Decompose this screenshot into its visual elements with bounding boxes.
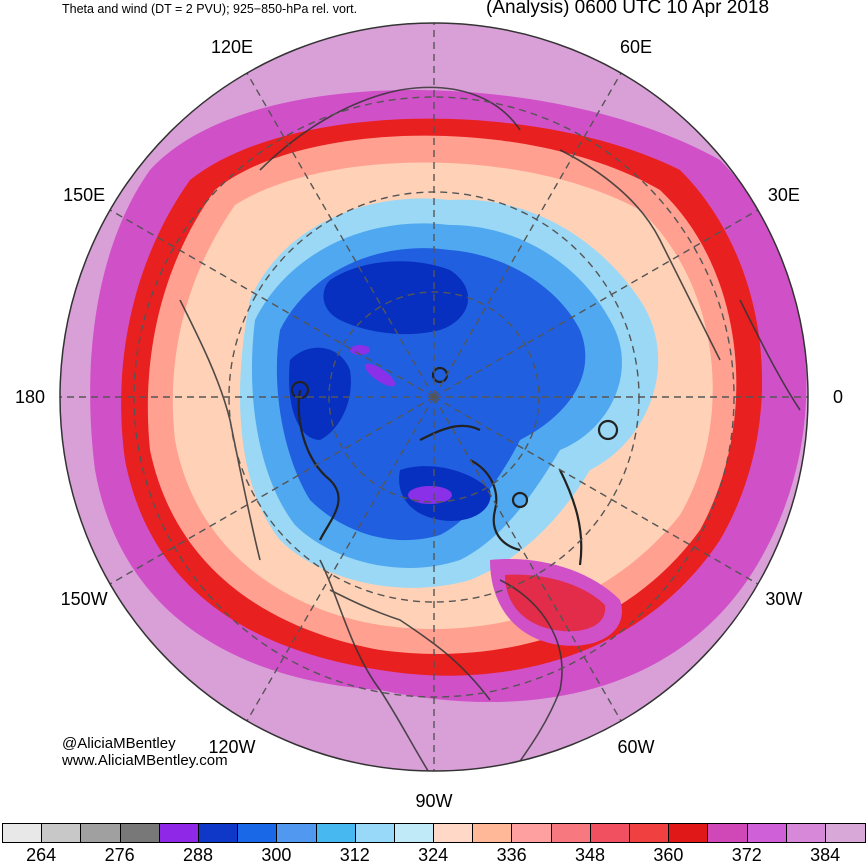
longitude-label: 150W <box>61 589 108 609</box>
colorbar: 264 276 288 300 312 324 336 348 360 372 384 <box>0 823 868 865</box>
contour-line <box>469 459 521 552</box>
colorbar-cell <box>355 824 395 842</box>
colorbar-tick-label: 276 <box>104 845 135 865</box>
colorbar-cell <box>473 824 513 842</box>
chart-subtitle: Theta and wind (DT = 2 PVU); 925−850-hPa… <box>62 2 358 16</box>
meridian-line <box>109 209 435 398</box>
colorbar-cell <box>747 824 787 842</box>
meridians <box>60 23 808 771</box>
colorbar-cell <box>708 824 748 842</box>
colorbar-tick-label: 360 <box>653 845 684 865</box>
longitude-label: 60W <box>617 737 654 757</box>
colorbar-cell <box>551 824 591 842</box>
meridian-line <box>433 396 622 722</box>
latitude-circle <box>328 291 540 503</box>
longitude-label: 180 <box>15 387 45 407</box>
coastline <box>319 559 441 771</box>
longitude-label: 30E <box>768 185 800 205</box>
meridian-line <box>433 72 622 398</box>
contour-line <box>511 491 529 509</box>
colorbar-tick-label: 348 <box>574 845 606 865</box>
colorbar-tick-label: 324 <box>418 845 449 865</box>
atlantic-red-patch <box>505 574 606 632</box>
coastline <box>329 589 491 701</box>
colorbar-tick-label: 264 <box>26 845 57 865</box>
colorbar-cell <box>198 824 239 842</box>
longitude-label: 150E <box>63 185 105 205</box>
meridian-line <box>246 72 435 398</box>
colorbar-tick-label: 300 <box>261 845 292 865</box>
violet-patch-north <box>350 345 370 355</box>
longitude-label: 60E <box>620 37 652 57</box>
colorbar-cell <box>825 824 866 842</box>
coastline <box>559 149 721 361</box>
contour-line <box>419 424 481 441</box>
colorbar-cell <box>159 824 199 842</box>
coastline <box>499 579 563 771</box>
colorbar-cell <box>394 824 435 842</box>
colorbar-tick-label: 336 <box>496 845 527 865</box>
colorbar-cell <box>316 824 356 842</box>
coastlines <box>179 86 801 771</box>
author-website: www.AliciaMBentley.com <box>62 752 228 769</box>
chart-title: (Analysis) 0600 UTC 10 Apr 2018 <box>486 0 770 18</box>
coastline <box>739 299 801 411</box>
violet-patch-south <box>408 486 452 504</box>
longitude-label: 0 <box>833 387 843 407</box>
longitude-labels: 90E 60E 30E 0 30W 60W 90W 120W 150W 180 150E 120E <box>15 0 843 811</box>
meridian-line <box>109 396 435 585</box>
colorbar-cell <box>786 824 826 842</box>
colorbar-cell <box>630 824 670 842</box>
vorticity-contours <box>290 366 619 566</box>
colorbar-tick-label: 384 <box>810 845 841 865</box>
contour-line <box>297 389 340 541</box>
contour-line <box>559 469 583 566</box>
longitude-label: 90E <box>418 0 450 3</box>
contour-line <box>597 419 619 441</box>
navy-patch-north <box>323 261 469 335</box>
colorbar-cell <box>669 824 709 842</box>
colorbar-cell <box>238 824 278 842</box>
author-handle: @AliciaMBentley <box>62 735 176 752</box>
map-border <box>59 22 809 772</box>
colorbar-cell <box>590 824 630 842</box>
longitude-label: 120W <box>208 737 255 757</box>
colorbar-cell <box>434 824 474 842</box>
colorbar-cell <box>120 824 160 842</box>
longitude-label: 90W <box>415 791 452 811</box>
polar-map: 90E 60E 30E 0 30W 60W 90W 120W 150W 180 150E 120E <box>15 0 843 811</box>
meridian-line <box>433 396 759 585</box>
colorbar-cell <box>512 824 552 842</box>
coastline <box>179 299 261 561</box>
coastline <box>259 86 521 171</box>
violet-patch-center <box>364 363 396 387</box>
colorbar-cell <box>81 824 121 842</box>
navy-patch-west <box>289 347 351 440</box>
colorbar-cell <box>3 824 43 842</box>
colorbar-tick-label: 288 <box>182 845 214 865</box>
colorbar-tick-label: 312 <box>339 845 370 865</box>
contour-line <box>290 380 310 400</box>
meridian-line <box>246 396 435 722</box>
meridian-line <box>433 209 759 398</box>
colorbar-cell <box>42 824 82 842</box>
longitude-label: 120E <box>211 37 253 57</box>
longitude-label: 30W <box>765 589 802 609</box>
colorbar-tick-label: 372 <box>731 845 762 865</box>
colorbar-cells <box>2 823 867 843</box>
colorbar-cell <box>277 824 317 842</box>
graticule <box>60 23 808 771</box>
